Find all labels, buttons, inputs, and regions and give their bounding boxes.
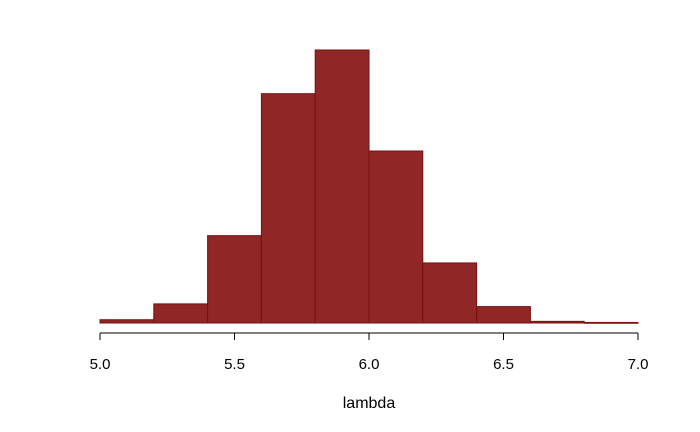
histogram-bars	[99, 49, 639, 324]
histogram-bar	[529, 320, 585, 324]
x-tick-label: 7.0	[628, 356, 649, 373]
x-axis-label: lambda	[343, 395, 396, 412]
x-tick-label: 5.5	[224, 356, 245, 373]
histogram-bar	[476, 306, 531, 324]
histogram-bar	[583, 321, 639, 324]
x-tick-label: 6.5	[493, 356, 514, 373]
histogram-bar	[99, 319, 155, 324]
histogram-bar	[314, 49, 370, 324]
histogram-bar	[153, 303, 209, 324]
x-tick-label: 6.0	[359, 356, 380, 373]
histogram-bar	[260, 93, 316, 324]
x-axis-ticks: 5.0 5.5 6.0 6.5 7.0	[90, 333, 649, 373]
histogram-bar	[422, 262, 478, 324]
histogram-bar	[368, 150, 424, 324]
histogram-bar	[207, 235, 262, 324]
x-tick-label: 5.0	[90, 356, 111, 373]
